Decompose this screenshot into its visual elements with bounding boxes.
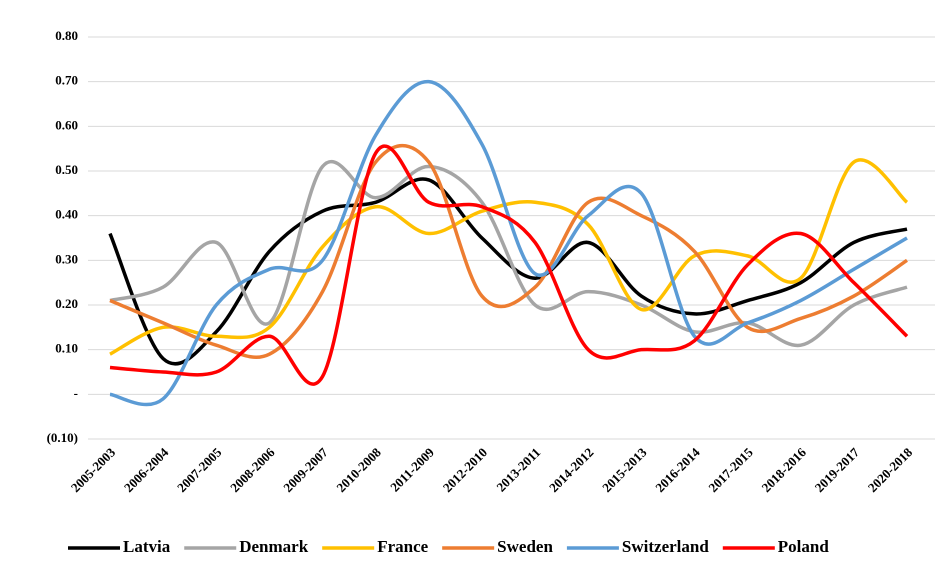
y-tick-label: 0.80 (55, 28, 78, 43)
legend-label: Switzerland (622, 537, 709, 556)
x-tick-label: 2010-2008 (333, 444, 384, 495)
series-line (109, 144, 909, 386)
y-tick-label: 0.10 (55, 341, 78, 356)
x-tick-label: 2007-2005 (174, 444, 225, 495)
y-tick-label: 0.30 (55, 251, 78, 266)
x-tick-label: 2008-2006 (227, 444, 278, 495)
series-line (109, 144, 908, 359)
x-tick-label: 2005-2003 (68, 444, 119, 495)
x-tick-label: 2019-2017 (812, 444, 863, 495)
x-tick-label: 2014-2012 (546, 445, 596, 495)
legend-label: Poland (778, 537, 830, 556)
y-tick-label: 0.20 (55, 296, 78, 311)
y-tick-label: 0.50 (55, 162, 78, 177)
series-line (109, 79, 908, 407)
x-tick-label: 2011-2009 (387, 444, 437, 494)
legend-label: France (377, 537, 428, 556)
y-tick-label: - (74, 385, 78, 400)
series-line (108, 177, 908, 366)
x-tick-label: 2017-2015 (705, 444, 756, 495)
x-tick-label: 2016-2014 (652, 444, 703, 495)
series-line (109, 158, 909, 356)
y-tick-label: 0.40 (55, 207, 78, 222)
x-tick-label: 2009-2007 (280, 444, 331, 495)
x-tick-label: 2020-2018 (865, 444, 916, 495)
y-tick-label: 0.60 (55, 117, 78, 132)
legend-label: Latvia (123, 537, 171, 556)
x-tick-label: 2006-2004 (121, 444, 172, 495)
x-tick-label: 2015-2013 (599, 444, 650, 495)
x-tick-label: 2013-2011 (493, 445, 543, 495)
x-tick-label: 2012-2010 (440, 445, 490, 495)
series-line (109, 159, 908, 348)
y-tick-label: 0.70 (55, 73, 78, 88)
legend-label: Sweden (497, 537, 553, 556)
x-tick-label: 2018-2016 (759, 444, 810, 495)
y-tick-label: (0.10) (47, 430, 78, 445)
legend-label: Denmark (239, 537, 308, 556)
